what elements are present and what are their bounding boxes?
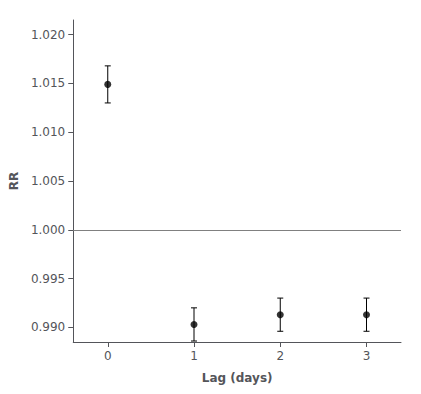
svg-text:1.005: 1.005 [31,174,65,188]
svg-text:0: 0 [104,349,112,363]
svg-text:1.000: 1.000 [31,223,65,237]
svg-text:0.990: 0.990 [31,320,65,334]
svg-text:1.015: 1.015 [31,76,65,90]
svg-text:3: 3 [363,349,371,363]
svg-text:0.995: 0.995 [31,272,65,286]
svg-text:1.010: 1.010 [31,125,65,139]
svg-text:2: 2 [276,349,284,363]
svg-text:1: 1 [190,349,198,363]
svg-text:1.020: 1.020 [31,28,65,42]
svg-text:RR: RR [7,172,21,190]
svg-text:Lag (days): Lag (days) [202,371,273,385]
